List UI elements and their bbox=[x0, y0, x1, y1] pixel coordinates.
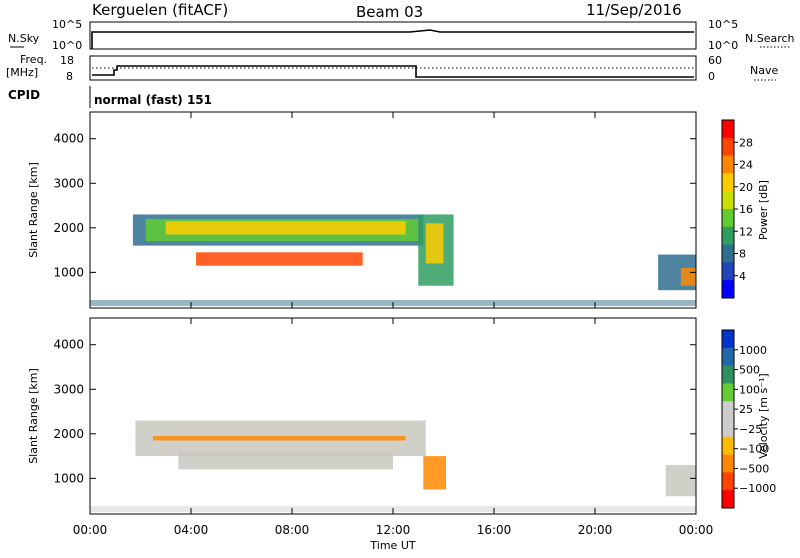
power-colorbar-swatch bbox=[722, 209, 734, 228]
power-echo-region-7 bbox=[680, 267, 696, 286]
power-colorbar-swatch bbox=[722, 280, 734, 299]
nave-tick-bottom: 0 bbox=[708, 70, 715, 83]
velocity-ytick-label: 3000 bbox=[53, 382, 84, 396]
power-colorbar-tick: 8 bbox=[739, 248, 746, 261]
power-ylabel: Slant Range [km] bbox=[27, 162, 40, 258]
power-colorbar-swatch bbox=[722, 226, 734, 246]
power-colorbar-tick: 4 bbox=[739, 270, 746, 283]
nsky-label: N.Sky bbox=[8, 32, 40, 45]
velocity-ytick-label: 1000 bbox=[53, 471, 84, 485]
velocity-colorbar-swatch bbox=[722, 330, 734, 349]
velocity-colorbar-tick: 25 bbox=[739, 403, 753, 416]
velocity-echo-region-3 bbox=[423, 456, 447, 490]
velocity-colorbar-tick: −100 bbox=[739, 443, 769, 456]
power-echo-region-5 bbox=[425, 223, 444, 264]
velocity-colorbar-swatch bbox=[722, 454, 734, 473]
velocity-colorbar: 1000 500 100 25 −25 −100 −500 −1000 bbox=[721, 329, 776, 509]
beam-title: Beam 03 bbox=[356, 3, 423, 21]
velocity-colorbar-tick: −1000 bbox=[739, 482, 776, 495]
xtick-label: 16:00 bbox=[477, 523, 512, 537]
power-colorbar-swatch bbox=[722, 244, 734, 263]
power-ytick-label: 2000 bbox=[53, 221, 84, 235]
power-echo-region-3 bbox=[196, 252, 363, 266]
power-colorbar-swatch bbox=[722, 262, 734, 281]
nsky-strip: N.Sky 10^5 10^0 10^5 10^0 N.Search bbox=[8, 18, 795, 52]
velocity-panel: 1000 2000 3000 4000 Slant Range [km] bbox=[27, 317, 697, 515]
power-ytick-label: 4000 bbox=[53, 132, 84, 146]
x-axis: 00:00 04:00 08:00 12:00 16:00 20:00 00:00 bbox=[73, 523, 714, 537]
date-title: 11/Sep/2016 bbox=[586, 1, 682, 19]
velocity-colorbar-tick: −500 bbox=[739, 462, 769, 475]
power-colorbar-tick: 16 bbox=[739, 203, 753, 216]
power-colorbar-swatch bbox=[722, 120, 734, 139]
velocity-colorbar-swatch bbox=[722, 383, 734, 402]
station-title: Kerguelen (fitACF) bbox=[92, 1, 228, 19]
power-colorbar-swatch bbox=[722, 137, 734, 157]
cpid-label: CPID bbox=[8, 88, 40, 102]
power-panel: 1000 2000 3000 4000 Slant Range [km] bbox=[27, 111, 697, 309]
freq-tick-top: 18 bbox=[60, 54, 74, 67]
velocity-colorbar-tick: 500 bbox=[739, 364, 760, 377]
nsearch-label: N.Search bbox=[745, 32, 795, 45]
nsky-tick-top: 10^5 bbox=[52, 18, 82, 31]
power-colorbar-label: Power [dB] bbox=[757, 180, 770, 240]
freq-strip: Freq. [MHz] 18 8 60 0 Nave bbox=[6, 53, 778, 83]
velocity-colorbar-swatch bbox=[722, 436, 734, 456]
velocity-colorbar-tick: 1000 bbox=[739, 344, 767, 357]
velocity-echo-region-1 bbox=[178, 451, 393, 470]
velocity-echo-region-2 bbox=[153, 436, 406, 441]
freq-label-2: [MHz] bbox=[6, 66, 38, 79]
xtick-label: 12:00 bbox=[376, 523, 411, 537]
velocity-colorbar-swatch bbox=[722, 472, 734, 491]
velocity-ytick-label: 2000 bbox=[53, 427, 84, 441]
power-ytick-label: 1000 bbox=[53, 265, 84, 279]
power-colorbar-tick: 20 bbox=[739, 181, 753, 194]
power-colorbar-swatch bbox=[722, 191, 734, 210]
velocity-colorbar-swatch bbox=[722, 347, 734, 367]
nsearch-tick-top: 10^5 bbox=[708, 18, 738, 31]
velocity-echo-region-4 bbox=[665, 465, 696, 497]
power-colorbar-tick: 24 bbox=[739, 159, 753, 172]
xtick-label: 04:00 bbox=[174, 523, 209, 537]
power-colorbar: 28 24 20 16 12 8 4 bbox=[721, 119, 753, 299]
nsky-tick-bottom: 10^0 bbox=[52, 39, 82, 52]
power-colorbar-swatch bbox=[722, 173, 734, 192]
nave-label: Nave bbox=[750, 64, 778, 77]
velocity-colorbar-tick: −25 bbox=[739, 423, 762, 436]
power-colorbar-tick: 12 bbox=[739, 225, 753, 238]
velocity-colorbar-swatch bbox=[722, 419, 734, 438]
x-axis-title: Time UT bbox=[369, 539, 415, 552]
velocity-colorbar-swatch bbox=[722, 365, 734, 384]
xtick-label: 00:00 bbox=[73, 523, 108, 537]
velocity-colorbar-tick: 100 bbox=[739, 383, 760, 396]
xtick-label: 08:00 bbox=[275, 523, 310, 537]
freq-tick-bottom: 8 bbox=[66, 70, 73, 83]
power-ytick-label: 3000 bbox=[53, 176, 84, 190]
velocity-colorbar-swatch bbox=[722, 490, 734, 509]
nsearch-tick-bottom: 10^0 bbox=[708, 39, 738, 52]
freq-label-1: Freq. bbox=[20, 53, 47, 66]
cpid-value: normal (fast) 151 bbox=[94, 93, 212, 107]
velocity-colorbar-swatch bbox=[722, 401, 734, 420]
velocity-colorbar-label: Velocity [m s⁻¹] bbox=[757, 373, 770, 458]
xtick-label: 00:00 bbox=[679, 523, 714, 537]
xtick-label: 20:00 bbox=[578, 523, 613, 537]
velocity-ylabel: Slant Range [km] bbox=[27, 368, 40, 464]
power-echo-region-2 bbox=[165, 221, 406, 235]
nave-tick-top: 60 bbox=[708, 54, 722, 67]
power-colorbar-swatch bbox=[722, 155, 734, 174]
power-colorbar-tick: 28 bbox=[739, 136, 753, 149]
velocity-ytick-label: 4000 bbox=[53, 338, 84, 352]
